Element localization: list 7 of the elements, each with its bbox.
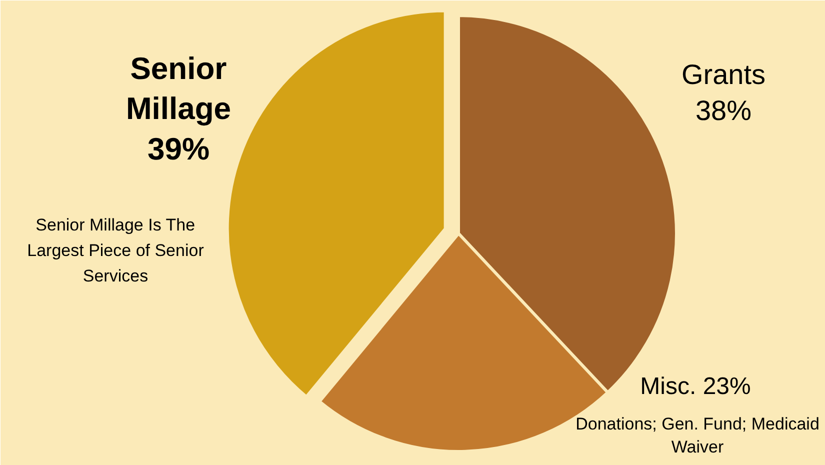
data-label: 38% bbox=[695, 94, 752, 126]
text: Donations; Gen. Fund; Medicaid Waiver bbox=[576, 414, 820, 456]
slice-label: Grants bbox=[681, 59, 766, 90]
slice-label: Senior Millage bbox=[126, 50, 232, 126]
data-label: 39% bbox=[147, 131, 210, 166]
text: Senior Millage Is The Largest Piece of Senior Services bbox=[27, 215, 204, 286]
slice-label: Misc. 23% bbox=[640, 373, 751, 400]
